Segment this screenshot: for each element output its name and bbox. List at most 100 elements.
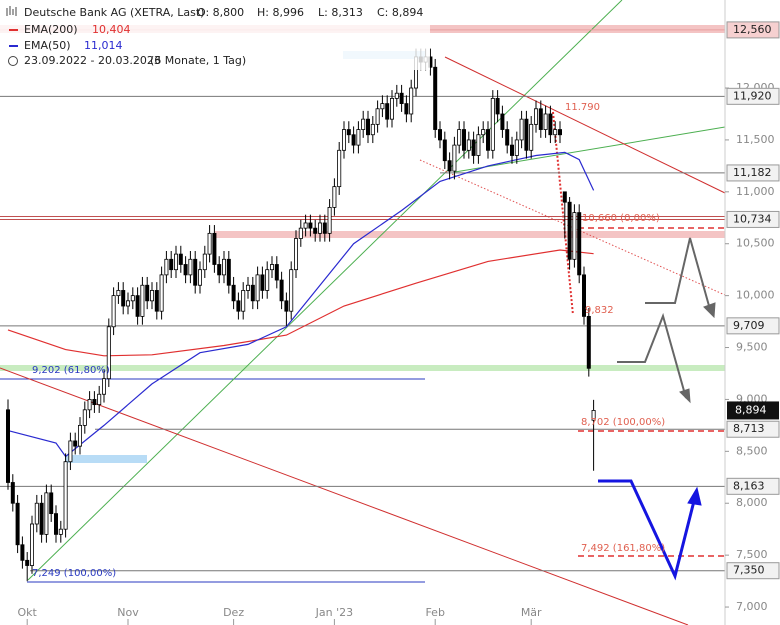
price-box	[726, 87, 780, 105]
candle-body	[78, 424, 83, 447]
candle-body	[265, 269, 270, 291]
candle-body	[538, 108, 543, 130]
candle-body	[63, 461, 68, 530]
candle-body	[126, 300, 131, 307]
trend-line	[444, 56, 726, 194]
price-box	[726, 562, 780, 580]
title: Deutsche Bank AG (XETRA, Last)	[24, 6, 204, 19]
candle-body	[548, 113, 553, 136]
ema-line	[7, 249, 594, 357]
legend-label: EMA(50)	[24, 39, 71, 52]
candle-body	[116, 290, 121, 297]
candle-body	[202, 253, 207, 271]
support-band	[0, 365, 725, 371]
date-range: 23.09.2022 - 20.03.2023	[24, 54, 161, 67]
legend-value: 11,014	[84, 39, 123, 52]
candle-body	[394, 92, 399, 99]
candle-body	[385, 103, 390, 120]
candle-body	[198, 269, 203, 286]
candle-body	[466, 139, 471, 151]
y-tick-label: 11,500	[736, 133, 775, 146]
candle-body	[322, 222, 327, 234]
candle-body	[562, 191, 567, 203]
candle-body	[409, 87, 414, 115]
candle-body	[169, 258, 174, 271]
price-label: 11,182	[733, 166, 772, 179]
candle-body	[150, 290, 155, 302]
price-box	[726, 477, 780, 495]
candle-body	[135, 295, 140, 317]
candle-body	[327, 206, 332, 234]
candle-body	[356, 129, 361, 146]
highlight	[65, 455, 147, 463]
candle-body	[97, 393, 102, 406]
trend-line	[27, 0, 623, 581]
ohlc: O: 8,800	[197, 6, 244, 19]
annotation: 11.790	[565, 102, 600, 113]
candle-body	[308, 222, 313, 229]
annotation: 10,660 (0,00%)	[582, 213, 660, 224]
candle-body	[274, 264, 279, 281]
legend-label: EMA(200)	[24, 23, 78, 36]
candle-body	[510, 144, 515, 156]
trend-line	[0, 367, 689, 625]
candle-body	[231, 284, 236, 302]
candle-body	[490, 98, 495, 151]
candle-body	[380, 103, 385, 110]
candle-body	[58, 528, 63, 535]
candle-body	[361, 118, 366, 130]
candle-body	[207, 232, 212, 255]
candle-body	[318, 222, 323, 234]
candle-body	[476, 134, 481, 156]
candle-body	[375, 108, 380, 125]
candle-body	[73, 440, 78, 447]
fib-swing	[552, 111, 574, 316]
candle-body	[217, 264, 222, 276]
icon	[6, 6, 17, 16]
candle-body	[332, 186, 337, 208]
candle-body	[534, 108, 539, 125]
y-tick-label: 10,000	[736, 289, 775, 302]
candle-body	[313, 227, 318, 234]
candle-body	[289, 269, 294, 312]
price-label: 12,560	[733, 23, 772, 36]
candle-body	[572, 212, 577, 260]
price-box	[726, 317, 780, 335]
candle-body	[246, 284, 251, 291]
candle-body	[404, 103, 409, 115]
candle-body	[164, 258, 169, 276]
price-box	[726, 164, 780, 182]
price-label: 11,920	[733, 89, 772, 102]
y-tick-label: 7,000	[736, 600, 768, 613]
trend-line	[419, 159, 726, 296]
candle-body	[49, 492, 54, 515]
candle-body	[351, 134, 356, 146]
price-label: 10,734	[733, 212, 772, 225]
candle-body	[222, 258, 227, 276]
candle-body	[212, 232, 217, 265]
legend-value: 10,404	[92, 23, 131, 36]
candle-body	[471, 139, 476, 156]
candle-body	[68, 440, 73, 463]
scenario-arrow	[617, 312, 687, 399]
ohlc: L: 8,313	[318, 6, 363, 19]
candle-body	[10, 482, 15, 504]
candle-body	[442, 139, 447, 162]
trend-lines	[0, 0, 726, 625]
y-tick-label: 7,500	[736, 548, 768, 561]
candle-body	[529, 123, 534, 151]
candle-body	[140, 284, 145, 317]
candle-body	[505, 129, 510, 146]
y-tick-label: 9,500	[736, 341, 768, 354]
candle-body	[577, 212, 582, 276]
candle-body	[34, 502, 39, 525]
candle-body	[342, 129, 347, 151]
candle-body	[39, 502, 44, 535]
price-box	[726, 21, 780, 39]
candle-body	[188, 258, 193, 276]
candle-body	[524, 118, 529, 151]
ohlc: H: 8,996	[257, 6, 304, 19]
y-tick-label: 8,500	[736, 444, 768, 457]
x-tick-label: Dez	[223, 606, 244, 619]
legend: Deutsche Bank AG (XETRA, Last) O: 8,800 …	[0, 0, 430, 70]
